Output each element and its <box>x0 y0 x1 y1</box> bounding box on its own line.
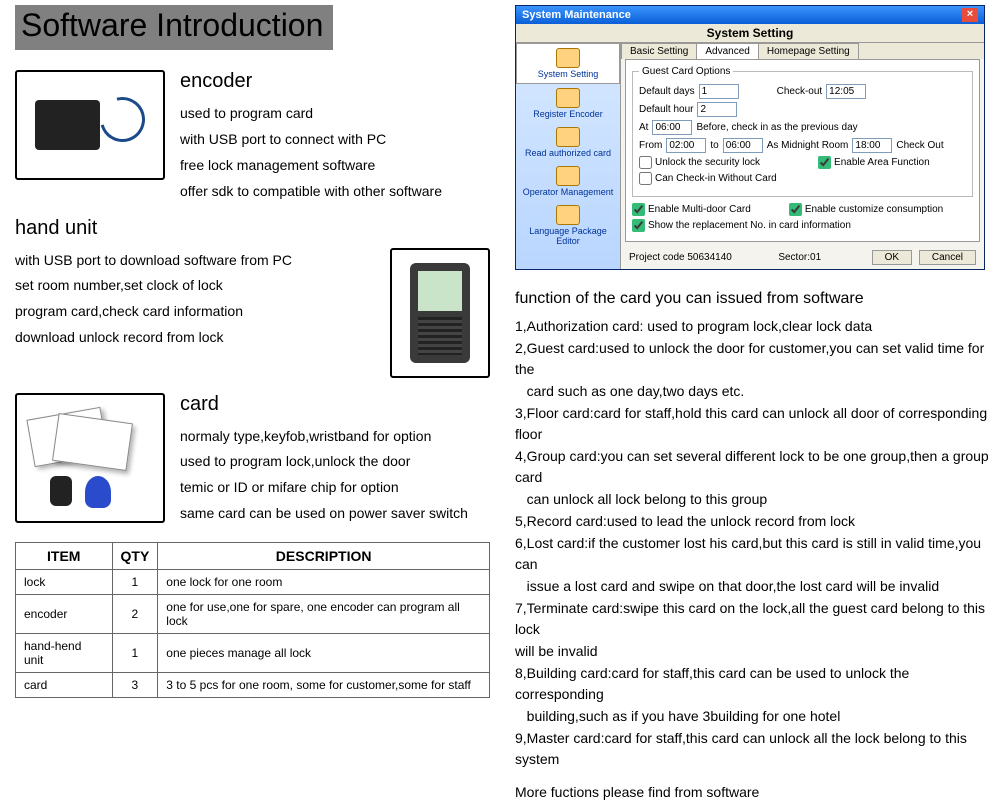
table-row: card33 to 5 pcs for one room, some for c… <box>16 673 490 698</box>
label-from: From <box>639 140 662 151</box>
handunit-image <box>390 248 490 378</box>
func-line: 5,Record card:used to lead the unlock re… <box>515 511 990 532</box>
label-checkout2: Check Out <box>896 140 943 151</box>
chk-customize-consumption[interactable] <box>789 203 802 216</box>
table-row: hand-hend unit1one pieces manage all loc… <box>16 634 490 673</box>
handunit-heading: hand unit <box>15 217 490 240</box>
encoder-image <box>15 70 165 180</box>
table-row: encoder2one for use,one for spare, one e… <box>16 595 490 634</box>
footer-project-code: Project code 50634140 <box>629 252 732 263</box>
th-desc: DESCRIPTION <box>158 543 490 570</box>
func-line: 8,Building card:card for staff,this card… <box>515 663 990 705</box>
card-line: same card can be used on power saver swi… <box>180 501 468 527</box>
encoder-line: with USB port to connect with PC <box>180 127 442 153</box>
handunit-line: set room number,set clock of lock <box>15 273 292 299</box>
window-title: System Maintenance <box>522 9 631 21</box>
label-checkout: Check-out <box>777 86 823 97</box>
chk-multidoor[interactable] <box>632 203 645 216</box>
window-subtitle: System Setting <box>516 24 984 43</box>
handunit-line: with USB port to download software from … <box>15 248 292 274</box>
handunit-line: download unlock record from lock <box>15 325 292 351</box>
input-from[interactable] <box>666 138 706 153</box>
func-line: will be invalid <box>515 641 990 662</box>
input-default-hour[interactable] <box>697 102 737 117</box>
system-maintenance-window: System Maintenance × System Setting Syst… <box>515 5 985 270</box>
handunit-block: hand unit with USB port to download soft… <box>15 217 490 378</box>
card-image <box>15 393 165 523</box>
sidebar-item-operator-mgmt[interactable]: Operator Management <box>516 162 620 201</box>
card-functions: function of the card you can issued from… <box>515 290 990 803</box>
card-line: temic or ID or mifare chip for option <box>180 475 468 501</box>
input-midnight[interactable] <box>852 138 892 153</box>
items-table: ITEM QTY DESCRIPTION lock1one lock for o… <box>15 542 490 698</box>
tab-homepage-setting[interactable]: Homepage Setting <box>758 43 859 59</box>
func-line: 4,Group card:you can set several differe… <box>515 446 990 488</box>
func-line: issue a lost card and swipe on that door… <box>515 576 990 597</box>
sidebar-item-lang-editor[interactable]: Language Package Editor <box>516 201 620 250</box>
func-line: 6,Lost card:if the customer lost his car… <box>515 533 990 575</box>
footer-sector: Sector:01 <box>778 252 821 263</box>
func-line: 9,Master card:card for staff,this card c… <box>515 728 990 770</box>
encoder-line: free lock management software <box>180 153 442 179</box>
func-line: 2,Guest card:used to unlock the door for… <box>515 338 990 380</box>
card-block: card normaly type,keyfob,wristband for o… <box>15 393 490 528</box>
card-line: normaly type,keyfob,wristband for option <box>180 424 468 450</box>
func-line: can unlock all lock belong to this group <box>515 489 990 510</box>
label-before: Before, check in as the previous day <box>696 122 857 133</box>
more-functions: More fuctions please find from software <box>515 782 990 803</box>
input-checkout[interactable] <box>826 84 866 99</box>
encoder-line: used to program card <box>180 101 442 127</box>
encoder-block: encoder used to program card with USB po… <box>15 70 490 205</box>
card-heading: card <box>180 393 468 416</box>
page-title: Software Introduction <box>15 5 333 50</box>
ok-button[interactable]: OK <box>872 250 912 265</box>
label-to: to <box>710 140 718 151</box>
chk-enable-area[interactable] <box>818 156 831 169</box>
cancel-button[interactable]: Cancel <box>919 250 976 265</box>
close-icon[interactable]: × <box>962 8 978 22</box>
handunit-line: program card,check card information <box>15 299 292 325</box>
label-default-hour: Default hour <box>639 104 693 115</box>
label-midnight: As Midnight Room <box>767 140 849 151</box>
func-line: 1,Authorization card: used to program lo… <box>515 316 990 337</box>
label-default-days: Default days <box>639 86 695 97</box>
card-line: used to program lock,unlock the door <box>180 449 468 475</box>
table-row: lock1one lock for one room <box>16 570 490 595</box>
label-at: At <box>639 122 648 133</box>
tab-advanced[interactable]: Advanced <box>696 43 758 59</box>
func-line: 3,Floor card:card for staff,hold this ca… <box>515 403 990 445</box>
encoder-line: offer sdk to compatible with other softw… <box>180 179 442 205</box>
sidebar-item-register-encoder[interactable]: Register Encoder <box>516 84 620 123</box>
func-line: card such as one day,two days etc. <box>515 381 990 402</box>
tab-basic-setting[interactable]: Basic Setting <box>621 43 697 59</box>
input-to[interactable] <box>723 138 763 153</box>
chk-show-replacement[interactable] <box>632 219 645 232</box>
input-default-days[interactable] <box>699 84 739 99</box>
func-line: 7,Terminate card:swipe this card on the … <box>515 598 990 640</box>
th-item: ITEM <box>16 543 113 570</box>
sidebar-item-read-card[interactable]: Read authorized card <box>516 123 620 162</box>
th-qty: QTY <box>112 543 158 570</box>
guest-card-legend: Guest Card Options <box>639 66 733 77</box>
chk-checkin-without-card[interactable] <box>639 172 652 185</box>
func-line: building,such as if you have 3building f… <box>515 706 990 727</box>
encoder-heading: encoder <box>180 70 442 93</box>
chk-unlock-security[interactable] <box>639 156 652 169</box>
input-at[interactable] <box>652 120 692 135</box>
functions-heading: function of the card you can issued from… <box>515 290 990 308</box>
sidebar-item-system-setting[interactable]: System Setting <box>516 43 620 84</box>
